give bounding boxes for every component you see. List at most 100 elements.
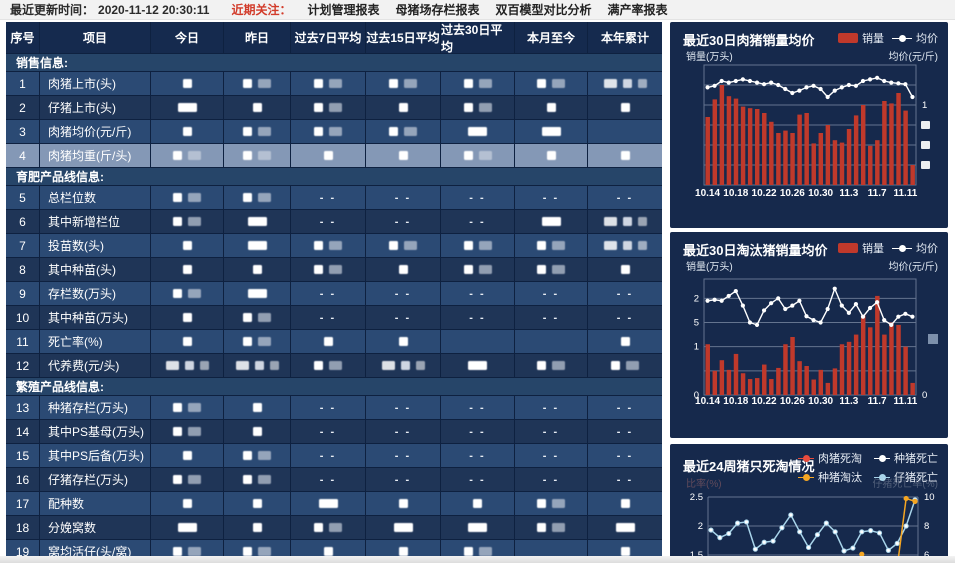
data-cell[interactable] [366,258,440,281]
data-cell[interactable] [588,234,662,257]
data-cell[interactable]: - - [515,468,587,491]
data-cell[interactable] [291,96,365,119]
data-cell[interactable] [291,234,365,257]
data-cell[interactable] [515,234,587,257]
row-item-name[interactable]: 肉猪上市(头) [40,72,150,95]
data-cell[interactable]: - - [588,420,662,443]
data-cell[interactable] [291,258,365,281]
data-cell[interactable]: - - [366,282,440,305]
data-cell[interactable] [366,330,440,353]
data-cell[interactable] [151,186,223,209]
data-cell[interactable] [224,306,290,329]
row-index[interactable]: 3 [6,120,39,143]
row-item-name[interactable]: 死亡率(%) [40,330,150,353]
data-cell[interactable]: - - [291,282,365,305]
data-cell[interactable] [515,210,587,233]
data-cell[interactable] [515,330,587,353]
row-item-name[interactable]: 总栏位数 [40,186,150,209]
data-cell[interactable] [291,120,365,143]
data-cell[interactable] [151,468,223,491]
data-cell[interactable]: - - [515,396,587,419]
data-cell[interactable] [291,492,365,515]
data-cell[interactable] [151,210,223,233]
data-cell[interactable] [151,306,223,329]
data-cell[interactable]: - - [441,444,514,467]
data-cell[interactable] [151,444,223,467]
data-cell[interactable]: - - [588,396,662,419]
nav-link-sow-inventory-report[interactable]: 母猪场存栏报表 [395,3,480,17]
data-cell[interactable] [224,120,290,143]
data-cell[interactable] [366,354,440,377]
row-item-name[interactable]: 代养费(元/头) [40,354,150,377]
data-cell[interactable]: - - [291,420,365,443]
data-cell[interactable] [441,516,514,539]
nav-link-model-compare[interactable]: 双百模型对比分析 [495,3,592,17]
data-cell[interactable] [224,516,290,539]
data-cell[interactable]: - - [441,210,514,233]
data-cell[interactable]: - - [441,468,514,491]
data-cell[interactable] [588,72,662,95]
data-cell[interactable]: - - [441,186,514,209]
data-cell[interactable] [224,420,290,443]
row-item-name[interactable]: 其中种苗(头) [40,258,150,281]
data-cell[interactable] [515,72,587,95]
data-cell[interactable]: - - [515,186,587,209]
data-cell[interactable] [441,258,514,281]
data-cell[interactable] [151,540,223,556]
data-cell[interactable] [224,144,290,167]
data-cell[interactable] [588,144,662,167]
row-item-name[interactable]: 配种数 [40,492,150,515]
data-cell[interactable] [588,210,662,233]
data-cell[interactable] [515,120,587,143]
data-cell[interactable]: - - [588,186,662,209]
data-cell[interactable]: - - [441,306,514,329]
data-cell[interactable] [224,396,290,419]
data-cell[interactable] [151,516,223,539]
data-cell[interactable] [441,120,514,143]
data-cell[interactable]: - - [366,396,440,419]
row-index[interactable]: 10 [6,306,39,329]
data-cell[interactable] [224,96,290,119]
row-item-name[interactable]: 其中PS后备(万头) [40,444,150,467]
row-item-name[interactable]: 分娩窝数 [40,516,150,539]
data-cell[interactable]: - - [515,420,587,443]
row-item-name[interactable]: 投苗数(头) [40,234,150,257]
data-cell[interactable]: - - [441,420,514,443]
data-cell[interactable] [588,516,662,539]
data-cell[interactable]: - - [366,444,440,467]
data-cell[interactable] [441,96,514,119]
data-cell[interactable]: - - [291,444,365,467]
data-cell[interactable] [224,540,290,556]
data-cell[interactable]: - - [366,420,440,443]
data-cell[interactable]: - - [366,306,440,329]
legend-item-种猪淘汰[interactable]: 种猪淘汰 [798,469,862,485]
data-cell[interactable] [366,540,440,556]
data-cell[interactable] [441,540,514,556]
data-cell[interactable] [151,396,223,419]
data-cell[interactable]: - - [588,444,662,467]
row-index[interactable]: 12 [6,354,39,377]
data-cell[interactable] [291,354,365,377]
data-cell[interactable] [366,516,440,539]
data-cell[interactable] [151,282,223,305]
legend-item-price[interactable]: 均价 [892,240,938,256]
row-item-name[interactable]: 窝均活仔(头/窝) [40,540,150,556]
data-cell[interactable] [588,330,662,353]
data-cell[interactable]: - - [588,282,662,305]
row-item-name[interactable]: 仔猪上市(头) [40,96,150,119]
data-cell[interactable] [224,354,290,377]
row-index[interactable]: 1 [6,72,39,95]
row-index[interactable]: 4 [6,144,39,167]
data-cell[interactable] [366,120,440,143]
data-cell[interactable] [224,468,290,491]
data-cell[interactable] [515,516,587,539]
data-cell[interactable]: - - [366,210,440,233]
data-cell[interactable] [588,354,662,377]
row-index[interactable]: 15 [6,444,39,467]
data-cell[interactable] [291,72,365,95]
data-cell[interactable] [151,120,223,143]
row-item-name[interactable]: 肉猪均重(斤/头) [40,144,150,167]
data-cell[interactable] [151,492,223,515]
data-cell[interactable] [291,516,365,539]
legend-item-种猪死亡[interactable]: 种猪死亡 [874,450,938,466]
